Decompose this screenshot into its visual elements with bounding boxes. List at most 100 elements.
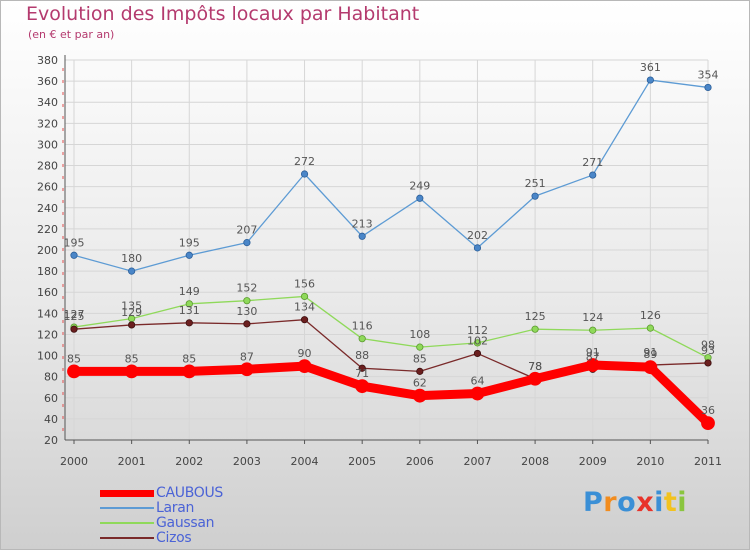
data-label-laran: 202: [467, 229, 488, 242]
data-point-cizos: [70, 325, 78, 333]
data-point-laran: [70, 251, 78, 259]
data-point-cizos: [416, 367, 424, 375]
data-label-caubous: 85: [182, 352, 196, 365]
data-point-laran: [300, 170, 309, 178]
data-point-gaussan: [358, 335, 366, 343]
x-tick-label: 2001: [118, 455, 146, 468]
legend-label-cizos: Cizos: [156, 530, 192, 546]
data-point-gaussan: [300, 292, 309, 301]
data-point-caubous: [240, 362, 254, 377]
data-point-caubous: [182, 364, 197, 379]
data-point-gaussan: [243, 297, 251, 305]
data-label-cizos: 87: [586, 350, 600, 363]
data-label-gaussan: 152: [236, 282, 257, 295]
series-line-gaussan: [73, 295, 709, 359]
data-label-laran: 361: [640, 61, 661, 74]
y-tick-label: 300: [37, 138, 58, 151]
data-label-laran: 207: [236, 224, 257, 237]
data-point-caubous: [297, 359, 312, 374]
series-line-laran: [73, 79, 709, 272]
data-label-cizos: 85: [413, 352, 427, 365]
data-point-cizos: [128, 321, 136, 329]
legend-swatch-caubous: [100, 490, 154, 497]
data-label-laran: 180: [121, 252, 142, 265]
data-point-caubous: [355, 379, 370, 394]
x-tick-label: 2011: [694, 455, 722, 468]
y-tick-label: 120: [37, 328, 58, 341]
data-label-laran: 271: [582, 156, 603, 169]
y-tick-label: 140: [37, 307, 58, 320]
x-tick-label: 2006: [406, 455, 434, 468]
data-point-cizos: [243, 320, 251, 328]
data-point-laran: [128, 267, 136, 275]
data-label-cizos: 93: [701, 344, 715, 357]
y-tick-label: 340: [37, 96, 58, 109]
data-point-caubous: [643, 360, 658, 375]
y-tick-label: 80: [44, 371, 58, 384]
y-tick-label: 100: [37, 350, 58, 363]
y-tick-label: 360: [37, 75, 58, 88]
data-point-cizos: [704, 359, 712, 367]
data-point-laran: [531, 192, 539, 200]
legend-swatch-gaussan: [100, 522, 154, 524]
x-tick-label: 2008: [521, 455, 549, 468]
axes: 20 40 60 80 100 120 140 160 180 200 220 240 260 280 30…: [37, 54, 722, 468]
data-label-caubous: 87: [240, 350, 254, 363]
data-label-gaussan: 126: [640, 309, 661, 322]
data-label-cizos: 91: [643, 346, 657, 359]
y-tick-label: 260: [37, 181, 58, 194]
data-point-caubous: [124, 364, 139, 379]
data-label-laran: 272: [294, 155, 315, 168]
proxiti-logo: Proxiti: [583, 487, 688, 518]
data-point-cizos: [300, 316, 309, 324]
data-label-gaussan: 124: [582, 311, 603, 324]
data-label-cizos: 88: [355, 349, 369, 362]
data-label-gaussan: 98: [701, 339, 715, 352]
data-label-gaussan: 135: [121, 300, 142, 313]
data-label-caubous: 90: [298, 347, 312, 360]
data-point-gaussan: [416, 343, 424, 351]
data-label-laran: 251: [525, 177, 546, 190]
data-label-caubous: 71: [355, 367, 369, 380]
y-tick-label: 320: [37, 117, 58, 130]
legend-label-caubous: CAUBOUS: [156, 485, 224, 501]
data-label-gaussan: 116: [352, 320, 373, 333]
x-tick-label: 2004: [291, 455, 319, 468]
data-point-laran: [358, 232, 366, 240]
data-label-gaussan: 156: [294, 277, 315, 290]
data-point-gaussan: [531, 325, 539, 333]
data-point-laran: [704, 83, 712, 92]
y-tick-label: 220: [37, 223, 58, 236]
data-point-gaussan: [589, 326, 597, 334]
data-label-cizos: 102: [467, 334, 488, 347]
data-label-cizos: 130: [236, 305, 257, 318]
data-point-caubous: [701, 416, 715, 431]
data-labels: 1951801952072722132492022512713613541271…: [64, 61, 719, 417]
data-point-caubous: [528, 371, 542, 386]
legend-swatch-laran: [100, 507, 154, 509]
data-point-caubous: [585, 358, 600, 372]
x-tick-label: 2000: [60, 455, 88, 468]
x-tick-label: 2003: [233, 455, 261, 468]
data-point-caubous: [412, 388, 427, 403]
data-point-laran: [646, 76, 654, 84]
grid: [65, 59, 709, 441]
y-tick-label: 240: [37, 202, 58, 215]
data-label-caubous: 85: [67, 352, 81, 365]
data-label-caubous: 78: [528, 360, 542, 373]
data-point-caubous: [470, 386, 485, 401]
y-tick-label: 380: [37, 54, 58, 67]
y-tick-label: 20: [44, 434, 58, 447]
data-label-gaussan: 108: [409, 328, 430, 341]
y-tick-label: 280: [37, 160, 58, 173]
data-label-laran: 195: [179, 236, 200, 249]
y-tick-label: 40: [44, 413, 58, 426]
series: [67, 76, 715, 431]
x-tick-label: 2002: [175, 455, 203, 468]
y-tick-label: 200: [37, 244, 58, 257]
data-label-caubous: 62: [413, 377, 427, 390]
legend-label-gaussan: Gaussan: [156, 515, 215, 531]
data-point-laran: [185, 251, 193, 259]
